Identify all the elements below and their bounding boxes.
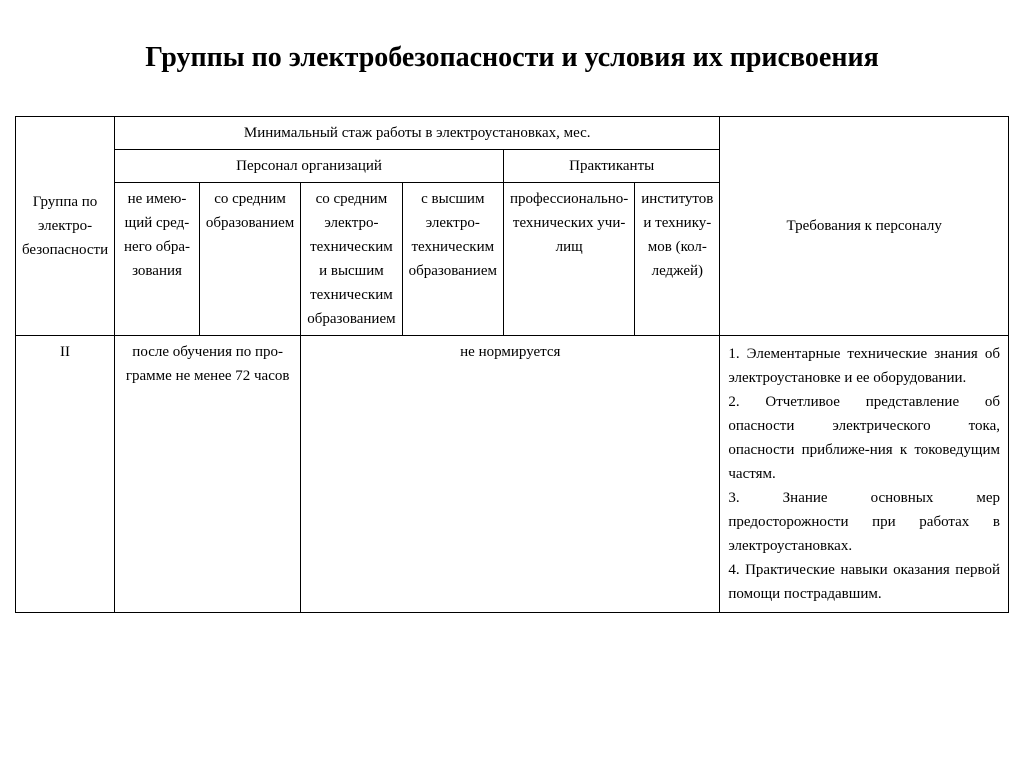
- col-c2: со средним образованием: [199, 183, 300, 336]
- col-requirements-header: Требования к персоналу: [720, 117, 1009, 336]
- col-c3: со средним электро-техническим и высшим …: [301, 183, 402, 336]
- requirement-item: 2. Отчетливое представление об опасности…: [728, 390, 1000, 486]
- safety-groups-table: Группа по электро-безопасности Минимальн…: [15, 116, 1009, 613]
- col-c4: с высшим электро-техническим образование…: [402, 183, 503, 336]
- col-stazh-header: Минимальный стаж работы в электроустанов…: [115, 117, 720, 150]
- table-row: II после обучения по про-грамме не менее…: [16, 336, 1009, 613]
- cell-group: II: [16, 336, 115, 613]
- col-c5: профессионально-технических учи-лищ: [503, 183, 634, 336]
- col-c6: институтов и технику-мов (кол-леджей): [635, 183, 720, 336]
- cell-requirements: 1. Элементарные технические знания об эл…: [720, 336, 1009, 613]
- col-interns-header: Практиканты: [503, 150, 719, 183]
- requirement-item: 3. Знание основных мер предосторожности …: [728, 486, 1000, 558]
- col-c1: не имею-щий сред-него обра-зования: [115, 183, 200, 336]
- requirement-item: 1. Элементарные технические знания об эл…: [728, 342, 1000, 390]
- requirement-item: 4. Практические навыки оказания первой п…: [728, 558, 1000, 606]
- cell-not-normed: не нормируется: [301, 336, 720, 613]
- cell-training: после обучения по про-грамме не менее 72…: [115, 336, 301, 613]
- table-header-row: Группа по электро-безопасности Минимальн…: [16, 117, 1009, 150]
- col-group: Группа по электро-безопасности: [16, 117, 115, 336]
- col-personnel-header: Персонал организаций: [115, 150, 504, 183]
- page-title: Группы по электробезопасности и условия …: [15, 40, 1009, 76]
